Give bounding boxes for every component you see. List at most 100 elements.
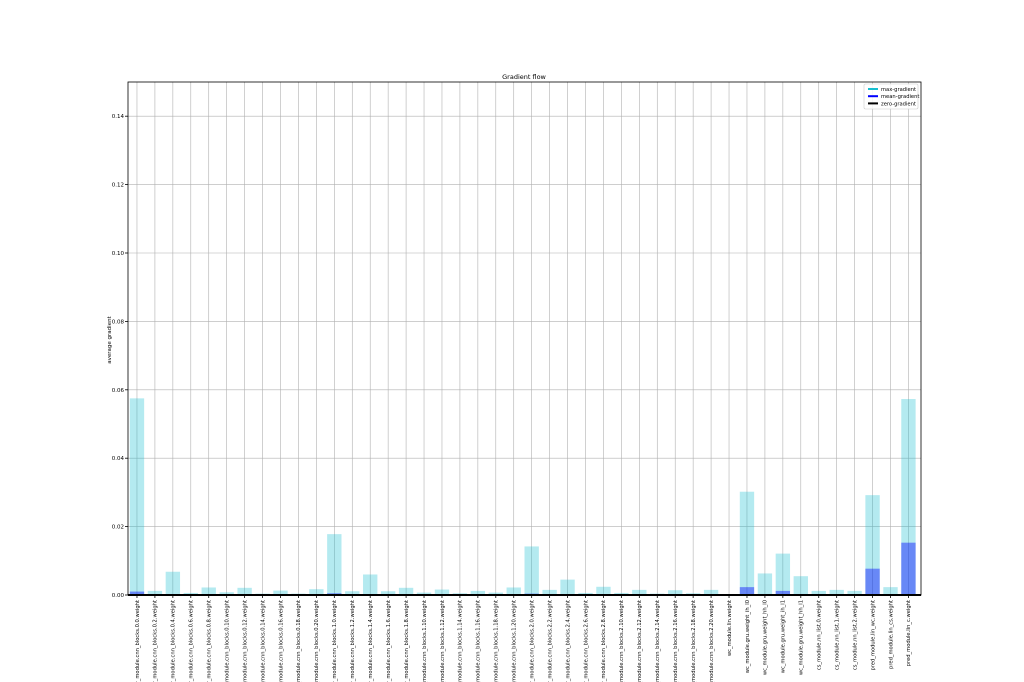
y-tick-label: 0.10 bbox=[112, 251, 125, 257]
x-tick-label: gr_module.cnn_blocks.1.2.weight bbox=[350, 600, 356, 682]
max-gradient-bar bbox=[273, 590, 288, 595]
x-tick-label: gr_module.cnn_blocks.1.4.weight bbox=[368, 600, 374, 682]
x-tick-label: gr_module.cnn_blocks.0.2.weight bbox=[153, 600, 159, 682]
x-tick-label: gr_module.cnn_blocks.0.6.weight bbox=[189, 600, 195, 682]
x-tick-label: r_module.cnn_blocks.1.20.weight bbox=[512, 600, 518, 682]
x-tick-label: gr_module.cnn_blocks.2.2.weight bbox=[547, 600, 553, 682]
x-tick-label: gr_module.cnn_blocks.2.4.weight bbox=[565, 600, 571, 682]
max-gradient-bar bbox=[416, 592, 432, 595]
max-gradient-bar bbox=[596, 586, 611, 595]
max-gradient-bar bbox=[829, 589, 844, 595]
x-tick-label: wc_module.gru.weight_ih_l0 bbox=[745, 600, 751, 673]
chart-title: Gradient flow bbox=[502, 73, 546, 81]
max-gradient-bar bbox=[380, 591, 396, 595]
max-gradient-bar bbox=[201, 587, 216, 595]
max-gradient-bar bbox=[524, 546, 539, 595]
max-gradient-bar bbox=[865, 495, 880, 595]
axes-frame bbox=[127, 81, 922, 596]
y-axis-label: average gradient bbox=[107, 315, 113, 363]
x-tick-label: gr_module.cnn_blocks.2.6.weight bbox=[583, 600, 589, 682]
y-tick-label: 0.12 bbox=[112, 183, 124, 189]
max-gradient-bar bbox=[632, 589, 647, 595]
x-tick-label: r_module.cnn_blocks.1.14.weight bbox=[458, 600, 464, 682]
x-tick-label: r_module.cnn_blocks.1.10.weight bbox=[422, 600, 428, 682]
max-gradient-bar bbox=[901, 399, 916, 595]
x-tick-label: pred_module.lin_c.weight bbox=[906, 600, 912, 666]
max-gradient-bar bbox=[757, 573, 773, 595]
max-gradient-bar bbox=[219, 592, 234, 595]
x-tick-label: wc_module.lin.weight bbox=[727, 600, 733, 656]
x-tick-label: cs_module.nn_list.1.weight bbox=[834, 600, 840, 670]
mean-gradient-bar bbox=[865, 568, 880, 595]
max-gradient-bar bbox=[345, 591, 360, 595]
max-gradient-bar bbox=[488, 592, 503, 595]
y-tick-label: 0.04 bbox=[112, 456, 125, 462]
max-gradient-bar bbox=[542, 589, 557, 595]
x-tick-label: r_module.cnn_blocks.2.16.weight bbox=[673, 600, 679, 682]
x-tick-label: gr_module.cnn_blocks.2.8.weight bbox=[601, 600, 607, 682]
x-tick-label: wc_module.gru.weight_hh_l0 bbox=[763, 600, 769, 675]
max-gradient-bar bbox=[614, 592, 629, 595]
x-tick-label: r_module.cnn_blocks.2.18.weight bbox=[691, 600, 697, 682]
max-gradient-bar bbox=[398, 587, 414, 595]
x-tick-label: gr_module.cnn_blocks.1.8.weight bbox=[404, 600, 410, 682]
max-gradient-bar bbox=[668, 590, 683, 595]
mean-gradient-bar bbox=[739, 587, 755, 595]
max-gradient-bar bbox=[847, 590, 862, 595]
x-tick-label: r_module.cnn_blocks.0.14.weight bbox=[260, 600, 266, 682]
max-gradient-bar bbox=[506, 587, 521, 595]
max-gradient-bar bbox=[363, 574, 378, 595]
x-tick-label: gr_module.cnn_blocks.2.0.weight bbox=[529, 600, 535, 682]
y-tick-label: 0.06 bbox=[112, 388, 125, 394]
max-gradient-bar bbox=[309, 589, 324, 595]
grid-lines bbox=[128, 82, 921, 596]
x-tick-label: r_module.cnn_blocks.2.10.weight bbox=[619, 600, 625, 682]
max-gradient-bar bbox=[578, 592, 593, 595]
max-gradient-bar bbox=[183, 592, 198, 595]
y-tick-label: 0.02 bbox=[112, 525, 124, 531]
x-tick-label: r_module.cnn_blocks.0.12.weight bbox=[242, 600, 248, 682]
x-tick-label: gr_module.cnn_blocks.1.0.weight bbox=[332, 600, 338, 682]
x-tick-label: gr_module.cnn_blocks.0.8.weight bbox=[207, 600, 213, 682]
x-tick-label: gr_module.cnn_blocks.1.6.weight bbox=[386, 600, 392, 682]
legend-label: max-gradient bbox=[881, 87, 916, 93]
max-gradient-bar bbox=[811, 590, 826, 595]
y-tick-label: 0.00 bbox=[112, 593, 125, 599]
max-gradient-bar bbox=[703, 589, 719, 595]
mean-gradient-bar bbox=[775, 590, 791, 595]
x-axis-ticks: gr_module.cnn_blocks.0.0.weight gr_module… bbox=[135, 595, 912, 682]
x-tick-label: r_module.cnn_blocks.2.20.weight bbox=[709, 600, 715, 682]
max-gradient-bar bbox=[147, 590, 163, 595]
x-tick-label: wc_module.gru.weight_ih_l1 bbox=[781, 600, 787, 673]
mean-gradient-bar bbox=[129, 591, 145, 595]
legend-label: zero-gradient bbox=[881, 101, 916, 107]
max-gradient-bar bbox=[129, 398, 145, 595]
x-tick-label: r_module.cnn_blocks.1.12.weight bbox=[440, 600, 446, 682]
x-tick-label: r_module.cnn_blocks.0.18.weight bbox=[296, 600, 302, 682]
x-tick-label: gr_module.cnn_blocks.0.4.weight bbox=[171, 600, 177, 682]
x-tick-label: wc_module.gru.weight_hh_l1 bbox=[799, 600, 805, 675]
x-tick-label: r_module.cnn_blocks.1.18.weight bbox=[494, 600, 500, 682]
x-tick-label: r_module.cnn_blocks.2.12.weight bbox=[637, 600, 643, 682]
x-tick-label: cs_module.nn_list.2.weight bbox=[852, 600, 858, 670]
max-gradient-bar bbox=[165, 571, 181, 595]
legend-label: mean-gradient bbox=[881, 94, 919, 100]
mean-gradient-bar bbox=[901, 542, 916, 595]
x-tick-label: pred_module.lin_wc.weight bbox=[870, 600, 876, 670]
x-tick-label: r_module.cnn_blocks.0.10.weight bbox=[224, 600, 230, 682]
max-gradient-bar bbox=[560, 579, 575, 595]
max-gradient-bar bbox=[470, 590, 486, 595]
x-tick-label: r_module.cnn_blocks.1.16.weight bbox=[476, 600, 482, 682]
max-gradient-bar bbox=[434, 589, 450, 595]
x-tick-label: r_module.cnn_blocks.0.20.weight bbox=[314, 600, 320, 682]
x-tick-label: cs_module.nn_list.0.weight bbox=[817, 600, 823, 670]
max-gradient-bar bbox=[739, 491, 755, 595]
max-gradient-bar bbox=[327, 534, 342, 595]
max-gradient-bar bbox=[883, 587, 898, 595]
max-gradient-bar bbox=[237, 587, 252, 595]
max-gradient-bar bbox=[793, 576, 808, 595]
x-tick-label: r_module.cnn_blocks.2.14.weight bbox=[655, 600, 661, 682]
